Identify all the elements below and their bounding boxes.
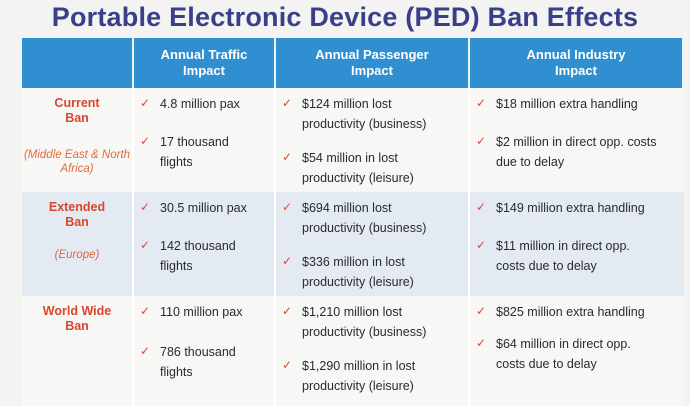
check-icon: ✓	[282, 150, 293, 164]
list-item: ✓ 142 thousand flights	[140, 238, 236, 273]
check-icon: ✓	[282, 254, 293, 268]
list-item: ✓ 17 thousand flights	[140, 134, 229, 169]
traffic-cell: ✓ 110 million pax ✓ 786 thousand flights	[134, 296, 276, 406]
check-icon: ✓	[282, 96, 293, 110]
header-passenger: Annual Passenger Impact	[276, 38, 470, 88]
check-icon: ✓	[476, 96, 487, 110]
header-blank	[22, 38, 134, 88]
check-icon: ✓	[140, 238, 151, 252]
list-item: ✓ 30.5 million pax	[140, 200, 247, 215]
check-icon: ✓	[140, 134, 151, 148]
check-icon: ✓	[476, 134, 487, 148]
check-icon: ✓	[140, 344, 151, 358]
check-icon: ✓	[476, 336, 487, 350]
list-item: ✓ 110 million pax	[140, 304, 243, 319]
check-icon: ✓	[476, 304, 487, 318]
industry-cell: ✓ $18 million extra handling ✓ $2 millio…	[470, 88, 684, 192]
list-item: ✓ $1,290 million in lost productivity (l…	[282, 358, 416, 393]
list-item: ✓ $2 million in direct opp. costs due to…	[476, 134, 657, 169]
check-icon: ✓	[140, 304, 151, 318]
header-industry: Annual Industry Impact	[470, 38, 684, 88]
row-label-current: Current Ban (Middle East & North Africa)	[22, 88, 134, 192]
list-item: ✓ $1,210 million lost productivity (busi…	[282, 304, 427, 339]
list-item: ✓ $694 million lost productivity (busine…	[282, 200, 427, 235]
header-traffic: Annual Traffic Impact	[134, 38, 276, 88]
list-item: ✓ 4.8 million pax	[140, 96, 240, 111]
list-item: ✓ $11 million in direct opp. costs due t…	[476, 238, 630, 273]
ban-effects-table: Annual Traffic Impact Annual Passenger I…	[22, 38, 684, 406]
check-icon: ✓	[476, 238, 487, 252]
check-icon: ✓	[476, 200, 487, 214]
list-item: ✓ $124 million lost productivity (busine…	[282, 96, 427, 131]
page-title: Portable Electronic Device (PED) Ban Eff…	[51, 2, 639, 32]
check-icon: ✓	[140, 200, 151, 214]
list-item: ✓ 786 thousand flights	[140, 344, 236, 379]
list-item: ✓ $336 million in lost productivity (lei…	[282, 254, 414, 289]
row-label-extended: Extended Ban (Europe)	[22, 192, 134, 296]
list-item: ✓ $64 million in direct opp. costs due t…	[476, 336, 631, 371]
traffic-cell: ✓ 4.8 million pax ✓ 17 thousand flights	[134, 88, 276, 192]
industry-cell: ✓ $149 million extra handling ✓ $11 mill…	[470, 192, 684, 296]
check-icon: ✓	[140, 96, 151, 110]
list-item: ✓ $18 million extra handling	[476, 96, 638, 111]
list-item: ✓ $54 million in lost productivity (leis…	[282, 150, 414, 185]
traffic-cell: ✓ 30.5 million pax ✓ 142 thousand flight…	[134, 192, 276, 296]
list-item: ✓ $149 million extra handling	[476, 200, 645, 215]
check-icon: ✓	[282, 358, 293, 372]
row-label-worldwide: World Wide Ban	[22, 296, 134, 406]
list-item: ✓ $825 million extra handling	[476, 304, 645, 319]
passenger-cell: ✓ $124 million lost productivity (busine…	[276, 88, 470, 192]
passenger-cell: ✓ $694 million lost productivity (busine…	[276, 192, 470, 296]
check-icon: ✓	[282, 304, 293, 318]
industry-cell: ✓ $825 million extra handling ✓ $64 mill…	[470, 296, 684, 406]
passenger-cell: ✓ $1,210 million lost productivity (busi…	[276, 296, 470, 406]
check-icon: ✓	[282, 200, 293, 214]
